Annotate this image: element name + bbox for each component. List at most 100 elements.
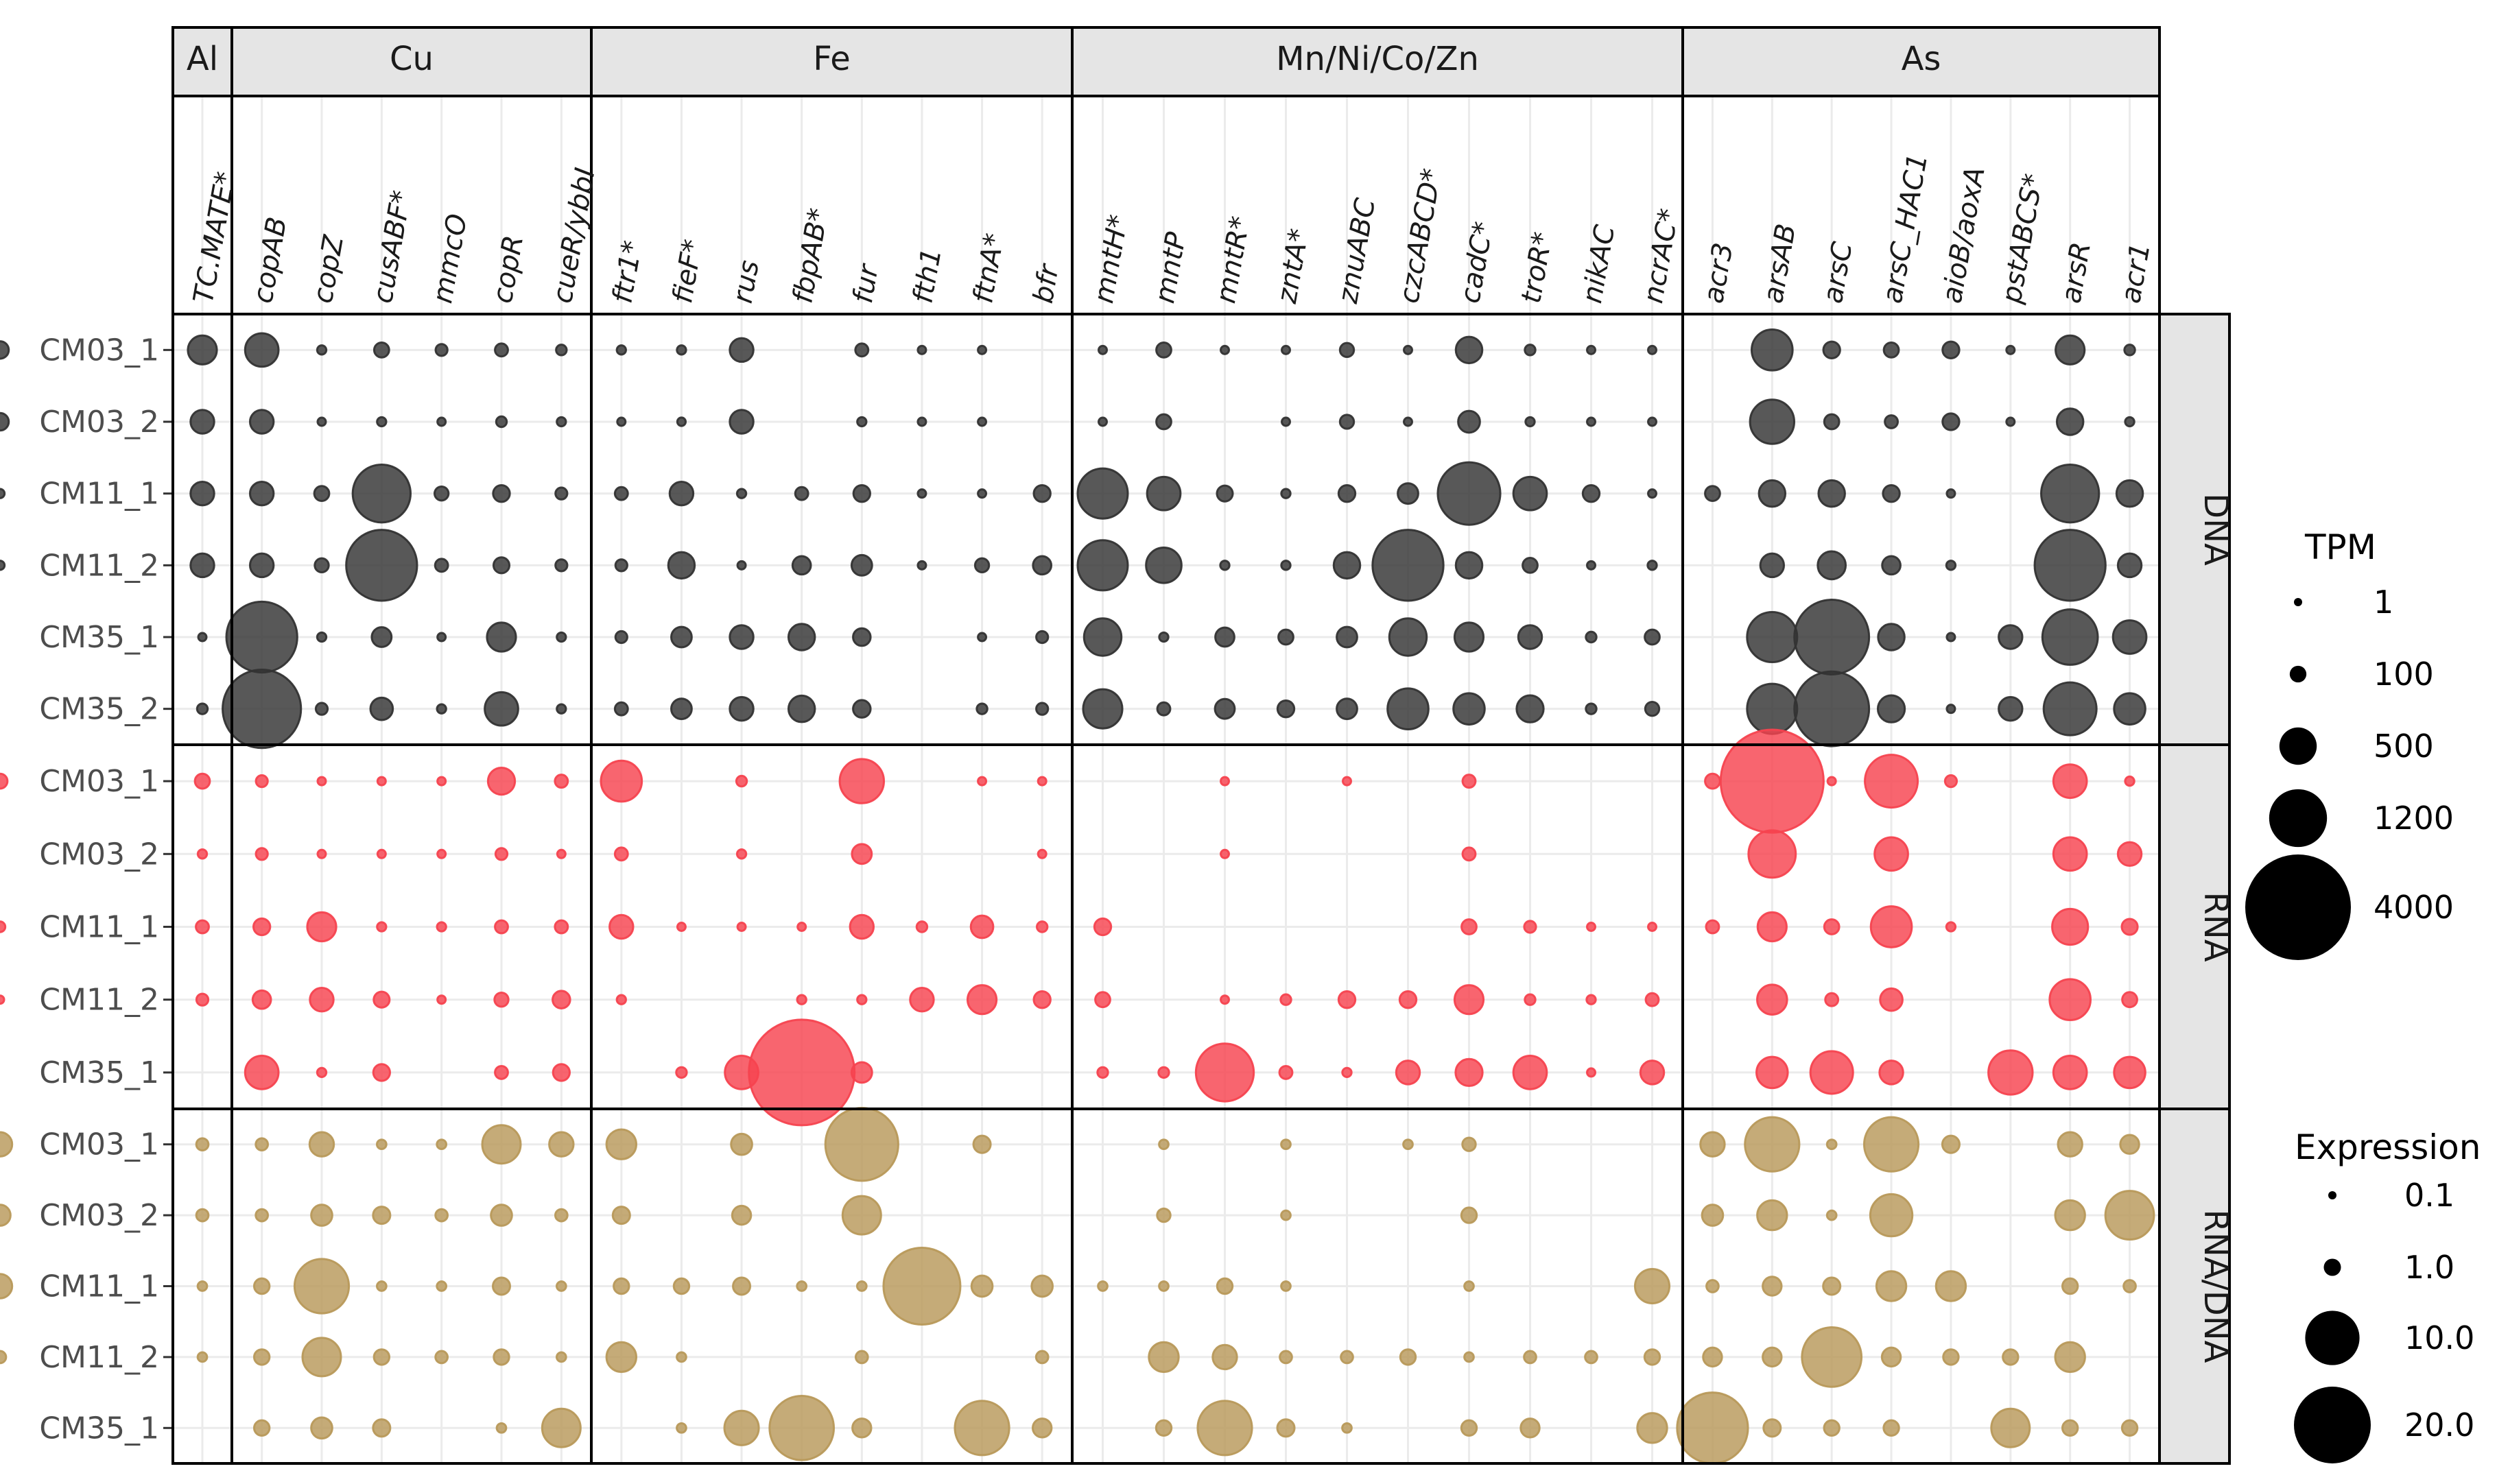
bubble-rna-dna-CM11_2-cadC* [1463, 1351, 1475, 1363]
bubble-rna-dna-CM11_1-copR [491, 1276, 512, 1296]
row-label-rna-CM03_1: CM03_1 [39, 764, 159, 799]
facet-strip-label-rna-dna: RNA/DNA [2197, 1210, 2235, 1363]
bubble-dna-CM03_2-arsR [2055, 407, 2085, 436]
bubble-rna-CM11_1-arsR [2051, 907, 2090, 946]
bubble-dna-CM35_1-copZ [316, 631, 328, 643]
bubble-rna-dna-CM11_2-nikAC [1584, 1350, 1598, 1365]
bubble-rna-CM03_1-cusABF* [376, 776, 387, 787]
bubble-rna-CM03_2-mmcO [436, 848, 447, 859]
bubble-rna-CM35_1-cadC* [1454, 1057, 1484, 1088]
bubble-rna-CM11_2-ftnA* [966, 984, 998, 1016]
bubble-dna-CM11_2-fth1 [916, 560, 927, 571]
bubble-dna-CM35_2-bfr [1035, 702, 1050, 716]
bubble-dna-CM03_2-arsC [1823, 413, 1841, 431]
gene-label-arsR: arsR [2055, 240, 2097, 306]
bubble-rna-dna-CM11_1-acr1 [2122, 1279, 2137, 1293]
bubble-dna-CM11_2-fbpAB* [791, 555, 812, 576]
bubble-rna-CM11_1-arsC_HAC1 [1869, 905, 1913, 948]
bubble-rna-CM11_1-undefined [0, 920, 7, 933]
bubble-dna-CM11_2-znuABC [1332, 551, 1362, 580]
bubble-rna-CM03_1-arsR [2052, 763, 2088, 799]
bubble-dna-CM35_2-nikAC [1585, 702, 1598, 715]
bubble-rna-dna-CM35_1-arsAB [1762, 1418, 1782, 1438]
gene-label-mmcO: mmcO [427, 211, 473, 305]
bubble-rna-CM03_2-arsR [2052, 836, 2088, 872]
bubble-dna-CM11_2-arsAB [1759, 552, 1786, 579]
bubble-dna-CM11_1-bfr [1032, 483, 1052, 503]
bubble-dna-CM03_2-rus [729, 409, 755, 435]
bubble-dna-CM03_2-nikAC [1586, 416, 1596, 427]
bubble-rna-dna-CM03_1-acr3 [1699, 1131, 1726, 1158]
bubble-rna-CM11_1-fur [849, 913, 875, 940]
bubble-dna-CM11_1-arsR [2040, 463, 2100, 524]
bubble-rna-CM35_1-copR [494, 1064, 509, 1080]
label-layer: CM03_1 CM03_2 CM11_1 CM11_2 CM35_1 CM35_2 CM03… [39, 40, 2235, 1446]
bubble-rna-dna-CM35_1-arsC [1823, 1419, 1841, 1437]
bubble-rna-CM35_1-acr1 [2113, 1055, 2146, 1090]
bubble-rna-CM11_2-arsAB [1756, 983, 1788, 1016]
bubble-dna-CM03_2-mntP [1155, 413, 1172, 431]
gene-label-acr1: acr1 [2115, 241, 2157, 306]
bubble-dna-CM03_1-czcABCD* [1403, 344, 1413, 355]
bubble-dna-CM11_2-undefined [0, 560, 6, 571]
bubble-dna-CM35_2-arsAB [1746, 682, 1799, 735]
bubble-dna-CM03_2-ncrAC* [1647, 416, 1657, 427]
bubble-rna-dna-CM11_2-copR [493, 1348, 510, 1366]
bubble-dna-CM03_1-TC.MATE* [187, 334, 218, 366]
bubble-dna-CM11_1-aioB/aoxA [1945, 488, 1956, 499]
bubble-dna-CM03_2-zntA* [1281, 416, 1291, 427]
bubble-dna-CM35_1-arsAB [1746, 610, 1799, 664]
bubble-rna-CM03_2-arsC_HAC1 [1873, 836, 1909, 872]
bubble-rna-CM11_2-mmcO [436, 994, 447, 1005]
row-label-rna-CM35_1: CM35_1 [39, 1055, 159, 1090]
bubble-rna-CM11_1-copAB [252, 917, 272, 937]
bubble-rna-CM11_1-mntH* [1093, 917, 1113, 937]
bubble-dna-CM11_1-acr1 [2115, 479, 2144, 508]
bubble-rna-dna-CM11_2-arsC_HAC1 [1880, 1346, 1902, 1368]
bubble-rna-CM11_2-copAB [251, 989, 272, 1010]
bubble-dna-CM11_1-arsC [1817, 479, 1846, 508]
bubble-dna-CM03_1-mntP [1155, 341, 1172, 359]
bubble-dna-CM03_2-TC.MATE* [189, 409, 215, 435]
bubble-dna-CM11_2-ftr1* [614, 558, 628, 573]
bubble-dna-CM11_2-cusABF* [345, 529, 418, 602]
bubble-dna-CM11_2-fur [850, 553, 873, 577]
bubble-dna-CM35_2-cusABF* [369, 696, 394, 721]
row-label-rna-CM03_2: CM03_2 [39, 837, 159, 872]
bubble-rna-CM03_2-TC.MATE* [196, 848, 209, 860]
bubble-rna-CM03_1-ftnA* [977, 776, 988, 787]
bubble-rna-dna-CM03_1-acr1 [2119, 1134, 2140, 1155]
bubble-rna-CM03_2-ftr1* [613, 846, 629, 862]
bubble-rna-dna-CM03_1-arsR [2057, 1131, 2083, 1158]
bubble-dna-CM03_2-ftnA* [977, 416, 988, 427]
gene-label-acr3: acr3 [1698, 241, 1740, 306]
bubble-rna-dna-CM03_2-arsAB [1756, 1199, 1788, 1232]
bubble-dna-CM11_2-cadC* [1454, 551, 1484, 580]
bubble-dna-CM03_2-copAB [248, 409, 275, 435]
bubble-rna-dna-CM35_1-copR [495, 1422, 508, 1434]
bubble-dna-CM35_1-troR* [1517, 624, 1543, 650]
row-label-rna-CM11_2: CM11_2 [39, 983, 159, 1018]
bubble-rna-dna-CM03_1-arsC_HAC1 [1862, 1116, 1920, 1173]
bubble-rna-dna-CM03_2-arsR [2054, 1199, 2086, 1232]
bubble-rna-CM11_2-copZ [309, 986, 335, 1013]
strip-bg-4 [1681, 26, 2161, 97]
bubble-rna-CM03_2-copAB [255, 847, 269, 861]
bubble-rna-CM11_1-fbpAB* [796, 922, 807, 932]
bubble-dna-CM03_1-copZ [316, 344, 328, 356]
bubble-dna-CM11_1-mntP [1146, 475, 1182, 512]
bubble-rna-CM03_1-copZ [316, 776, 327, 787]
bubble-rna-dna-CM35_1-pstABCS* [1990, 1407, 2031, 1448]
bubble-dna-CM35_1-bfr [1035, 630, 1050, 645]
bubble-dna-CM03_2-fur [856, 416, 868, 428]
bubble-dna-CM11_2-rus [736, 560, 747, 571]
bubble-dna-CM11_2-TC.MATE* [189, 552, 215, 579]
bubble-dna-CM03_1-ncrAC* [1647, 344, 1657, 355]
row-label-dna-CM03_2: CM03_2 [39, 405, 159, 440]
bubble-dna-CM35_2-ncrAC* [1644, 700, 1661, 717]
bubble-dna-CM03_2-ftr1* [616, 416, 627, 427]
bubble-dna-CM03_1-cadC* [1454, 335, 1484, 365]
gene-label-mntP: mntP [1149, 229, 1193, 305]
bubble-rna-dna-CM03_1-TC.MATE* [195, 1137, 210, 1152]
